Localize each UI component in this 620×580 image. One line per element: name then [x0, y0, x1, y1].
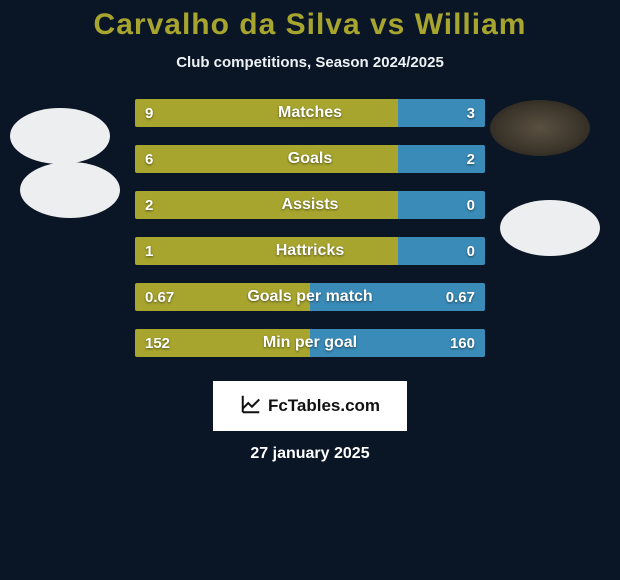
footer-badge: FcTables.com — [213, 381, 407, 431]
bar-right — [398, 99, 486, 127]
stat-row: 9 Matches 3 — [135, 99, 485, 127]
stat-row: 0.67 Goals per match 0.67 — [135, 283, 485, 311]
bar-left — [135, 237, 398, 265]
bar-right — [398, 237, 486, 265]
player-left-flag — [20, 162, 120, 218]
stat-row: 2 Assists 0 — [135, 191, 485, 219]
bar-right — [398, 191, 486, 219]
player-left-avatar — [10, 108, 110, 164]
stat-row: 6 Goals 2 — [135, 145, 485, 173]
bar-right — [310, 283, 485, 311]
footer-site-text: FcTables.com — [268, 396, 380, 416]
bar-left — [135, 191, 398, 219]
bar-left — [135, 329, 310, 357]
bar-left — [135, 145, 398, 173]
comparison-card: Carvalho da Silva vs William Club compet… — [0, 0, 620, 580]
page-title: Carvalho da Silva vs William — [0, 8, 620, 42]
stat-row: 152 Min per goal 160 — [135, 329, 485, 357]
bar-left — [135, 99, 398, 127]
subtitle: Club competitions, Season 2024/2025 — [0, 54, 620, 71]
stat-row: 1 Hattricks 0 — [135, 237, 485, 265]
bar-right — [310, 329, 485, 357]
stat-bars: 9 Matches 3 6 Goals 2 2 Assists 0 1 Hatt… — [135, 99, 485, 357]
bar-left — [135, 283, 310, 311]
player-right-flag — [500, 200, 600, 256]
bar-right — [398, 145, 486, 173]
player-right-avatar — [490, 100, 590, 156]
chart-icon — [240, 393, 262, 420]
date-text: 27 january 2025 — [0, 445, 620, 463]
